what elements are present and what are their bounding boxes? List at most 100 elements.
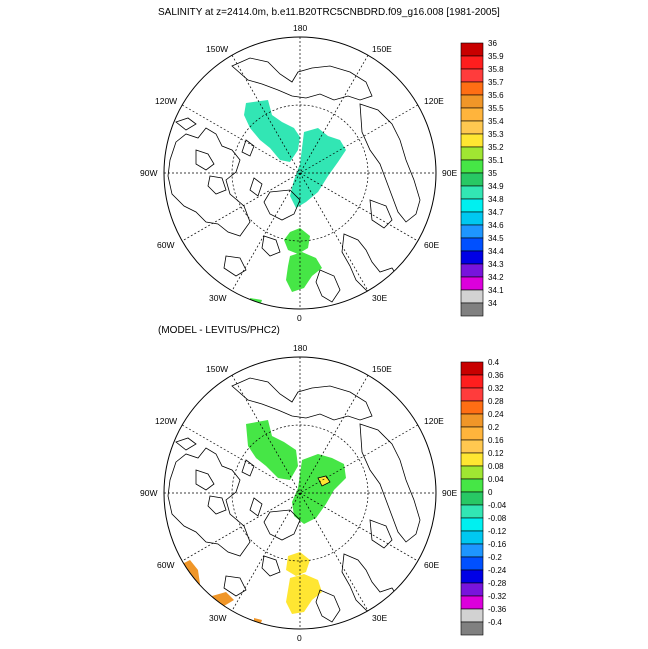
panel2-lon-label-150e: 150E <box>372 364 392 374</box>
panel2-colorbar-label: -0.32 <box>488 592 507 601</box>
panel2-colorbar-swatch <box>460 426 484 441</box>
panel2-colorbar-label: -0.4 <box>488 618 502 627</box>
panel2-colorbar-swatch <box>460 478 484 493</box>
panel1-colorbar-label: 35.2 <box>488 143 504 152</box>
panel1-colorbar-swatch <box>460 94 484 109</box>
panel2-lon-label-120e: 120E <box>424 416 444 426</box>
panel1-lon-label-90w: 90W <box>140 168 158 178</box>
panel2-title: (MODEL - LEVITUS/PHC2) <box>158 325 280 336</box>
panel2-region-central-arctic <box>292 454 346 524</box>
panel2-lon-label-30e: 30E <box>372 613 388 623</box>
panel2-colorbar-label: 0.2 <box>488 423 500 432</box>
panel2-region-nordic-seas <box>286 574 322 614</box>
panel1-colorbar-swatch <box>460 146 484 161</box>
panel2-lon-label-90e: 90E <box>442 488 458 498</box>
panel2-gridlines <box>164 357 436 629</box>
panel2-colorbar-label: 0.24 <box>488 410 504 419</box>
panel2-colorbar-label: 0.16 <box>488 436 504 445</box>
panel2-colorbar-swatch <box>460 361 484 376</box>
panel1-colorbar-label: 35 <box>488 169 497 178</box>
panel2-colorbar-label: -0.16 <box>488 540 507 549</box>
panel1-colorbar: 36 35.9 35.8 35.7 35.6 35.5 35.4 35.3 35.2 35.1 35… <box>460 39 504 317</box>
panel1-colorbar-swatch <box>460 81 484 96</box>
panel1-colorbar-swatch <box>460 198 484 213</box>
panel1-colorbar-swatch <box>460 172 484 187</box>
panel1-map-border <box>163 36 437 310</box>
panel1-colorbar-label: 34.1 <box>488 286 504 295</box>
panel1-lon-label-150e: 150E <box>372 44 392 54</box>
panel1-title: SALINITY at z=2414.0m, b.e11.B20TRC5CNBD… <box>158 7 500 18</box>
panel1-region-siberian-side <box>244 100 300 162</box>
panel1-colorbar-swatch <box>460 263 484 278</box>
panel2-colorbar-swatch <box>460 452 484 467</box>
panel1-region-nordic-seas <box>286 252 322 292</box>
panel2-colorbar-label: 0.04 <box>488 475 504 484</box>
panel2-colorbar-swatch <box>460 387 484 402</box>
panel2-colorbar-label: 0.12 <box>488 449 504 458</box>
panel1-colorbar-swatch <box>460 55 484 70</box>
panel1-colorbar-label: 34.8 <box>488 195 504 204</box>
panel1-colorbar-label: 34.4 <box>488 247 504 256</box>
panel2-colorbar-swatch <box>460 413 484 428</box>
panel1-lon-label-120e: 120E <box>424 96 444 106</box>
panel2-colorbar-swatch <box>460 439 484 454</box>
panel2-colorbar-swatch <box>460 400 484 415</box>
panel2-colorbar-label: -0.24 <box>488 566 507 575</box>
panel2-colorbar-label: -0.36 <box>488 605 507 614</box>
panel2-lon-label-120w: 120W <box>155 416 178 426</box>
panel1-coastlines <box>167 57 436 303</box>
panel2-colorbar-label: 0.36 <box>488 371 504 380</box>
panel1-lon-label-30e: 30E <box>372 293 388 303</box>
panel1-colorbar-label: 35.1 <box>488 156 504 165</box>
panel2-colorbar-label: -0.04 <box>488 501 507 510</box>
panel2-colorbar-label: 0 <box>488 488 493 497</box>
panel2-coastlines <box>167 377 421 623</box>
panel1-colorbar-swatch <box>460 68 484 83</box>
panel1-colorbar-label: 34.3 <box>488 260 504 269</box>
panel1-colorbar-swatch <box>460 211 484 226</box>
panel2-colorbar-label: -0.28 <box>488 579 507 588</box>
panel2-colorbar-swatch <box>460 530 484 545</box>
panel2-region-yellow-spot <box>317 475 331 487</box>
panel2-lon-label-30w: 30W <box>209 613 227 623</box>
panel1-colorbar-label: 35.6 <box>488 91 504 100</box>
panel2-lon-label-60w: 60W <box>157 560 175 570</box>
panel2-colorbar-swatch <box>460 556 484 571</box>
panel1-colorbar-swatch <box>460 107 484 122</box>
panel1-lon-label-90e: 90E <box>442 168 458 178</box>
panel1-colorbar-label: 35.3 <box>488 130 504 139</box>
panel2-colorbar-label: -0.12 <box>488 527 507 536</box>
panel1-colorbar-label: 34.5 <box>488 234 504 243</box>
panel2-colorbar-swatch <box>460 491 484 506</box>
panel2-map-border <box>163 356 437 630</box>
panel1-region-central-arctic <box>290 128 346 208</box>
panel1-colorbar-label: 36 <box>488 39 497 48</box>
panel2-colorbar-label: -0.08 <box>488 514 507 523</box>
panel1-gridlines <box>164 37 436 309</box>
panel2-colorbar-swatch <box>460 374 484 389</box>
panel2-colorbar-label: 0.32 <box>488 384 504 393</box>
panel2-region-fram-strait <box>286 552 310 576</box>
panel2-colorbar-swatch <box>460 595 484 610</box>
panel1-colorbar-swatch <box>460 224 484 239</box>
panel2-map <box>163 356 437 630</box>
panel2-lon-label-150w: 150W <box>206 364 229 374</box>
panel2-lon-label-180: 180 <box>293 343 308 353</box>
panel2-colorbar: 0.4 0.36 0.32 0.28 0.24 0.2 0.16 0.12 0.08 0.04 0 -… <box>460 358 507 636</box>
panel2-colorbar-label: 0.4 <box>488 358 500 367</box>
panel2-colorbar-label: 0.08 <box>488 462 504 471</box>
panel2-colorbar-label: -0.2 <box>488 553 502 562</box>
panel1-colorbar-label: 35.7 <box>488 78 504 87</box>
panel2-colorbar-swatch <box>460 517 484 532</box>
panel2-colorbar-swatch <box>460 504 484 519</box>
panel1-colorbar-swatch <box>460 237 484 252</box>
panel1-colorbar-label: 34.2 <box>488 273 504 282</box>
panel1-colorbar-label: 35.8 <box>488 65 504 74</box>
panel1-colorbar-label: 34.6 <box>488 221 504 230</box>
panel2-region-siberian-side <box>246 420 298 480</box>
panel1-colorbar-label: 35.9 <box>488 52 504 61</box>
panel1-colorbar-swatch <box>460 250 484 265</box>
panel1-colorbar-swatch <box>460 159 484 174</box>
panel1-colorbar-swatch <box>460 42 484 57</box>
panel1-colorbar-swatch <box>460 120 484 135</box>
